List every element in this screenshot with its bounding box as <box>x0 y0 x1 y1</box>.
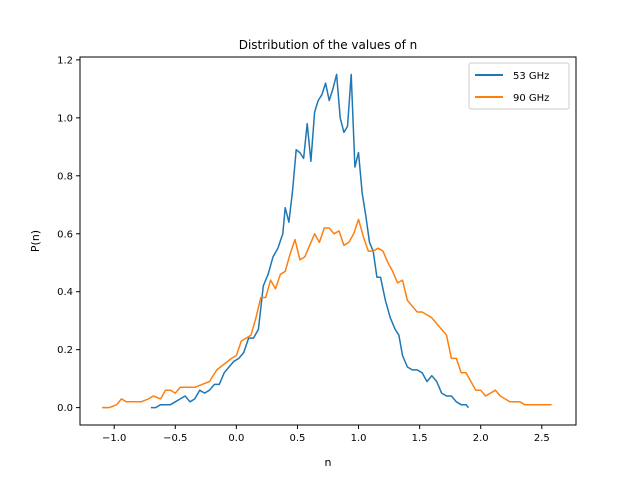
y-tick-label: 0.0 <box>57 403 73 414</box>
y-tick-label: 1.2 <box>57 55 73 66</box>
x-tick-label: 2.0 <box>473 433 489 444</box>
y-tick-label: 0.8 <box>57 171 73 182</box>
legend: 53 GHz 90 GHz <box>468 62 570 110</box>
legend-label-90ghz: 90 GHz <box>513 93 549 104</box>
legend-label-53ghz: 53 GHz <box>513 71 549 82</box>
x-tick-label: 0.0 <box>228 433 244 444</box>
y-tick-label: 1.0 <box>57 113 73 124</box>
y-tick-label: 0.4 <box>57 287 73 298</box>
x-axis-label: n <box>325 456 332 469</box>
y-axis-label: P(n) <box>29 230 42 252</box>
y-axis: 0.0 0.2 0.4 0.6 0.8 1.0 1.2 <box>57 55 80 414</box>
chart-title: Distribution of the values of n <box>239 38 418 52</box>
x-tick-label: −1.0 <box>102 433 126 444</box>
y-tick-label: 0.6 <box>57 229 73 240</box>
x-axis: −1.0 −0.5 0.0 0.5 1.0 1.5 2.0 2.5 <box>102 425 550 444</box>
series-layer <box>102 73 552 409</box>
x-tick-label: 0.5 <box>290 433 306 444</box>
series-line-1 <box>102 218 552 409</box>
x-tick-label: 1.0 <box>351 433 367 444</box>
series-line-0 <box>150 73 470 409</box>
x-tick-label: 1.5 <box>412 433 428 444</box>
x-tick-label: 2.5 <box>534 433 550 444</box>
plot-frame <box>79 56 577 426</box>
y-tick-label: 0.2 <box>57 345 73 356</box>
x-tick-label: −0.5 <box>163 433 187 444</box>
